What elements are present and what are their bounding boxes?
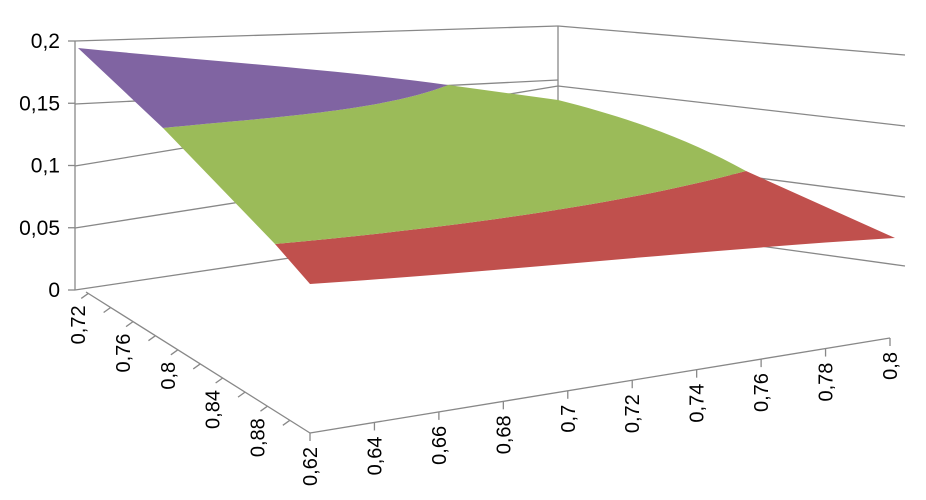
z-tick-label: 0,1 — [31, 155, 60, 178]
surface-band-0.05-0.15 — [163, 85, 746, 244]
x-tick-label: 0,62 — [300, 447, 322, 486]
y-tick-label: 0,88 — [247, 418, 269, 457]
x-axis-line — [309, 337, 891, 434]
y-tick-label: 0,72 — [68, 305, 90, 344]
y-minor-tick — [148, 335, 156, 342]
z-tick-label: 0,15 — [19, 92, 60, 115]
y-minor-tick — [237, 391, 246, 398]
surface-band-0.15-0.2 — [78, 48, 448, 128]
gridline-right-0.2 — [557, 25, 906, 56]
z-tick-label: 0,05 — [19, 217, 60, 240]
x-tick-label: 0,76 — [751, 373, 773, 412]
y-minor-tick — [282, 419, 291, 426]
x-tick-label: 0,72 — [622, 394, 644, 433]
y-tick — [80, 292, 89, 299]
y-tick — [125, 321, 134, 328]
x-tick-label: 0,78 — [816, 363, 838, 402]
x-tick-label: 0,66 — [429, 426, 451, 465]
y-minor-tick — [192, 363, 201, 370]
z-tick-label: 0,2 — [31, 30, 60, 53]
y-tick-label: 0,76 — [113, 334, 135, 373]
gridline-right-0.1 — [557, 85, 906, 127]
x-tick-label: 0,74 — [687, 384, 709, 423]
y-tick — [215, 377, 224, 384]
y-tick-label: 0,84 — [203, 390, 225, 429]
x-tick-label: 0,64 — [364, 436, 386, 475]
y-tick-label: 0,8 — [158, 362, 180, 390]
z-tick-label: 0 — [48, 279, 60, 302]
y-minor-tick — [103, 306, 112, 314]
x-tick-label: 0,8 — [880, 352, 902, 380]
surface-plot — [78, 48, 895, 284]
gridline-z-0.2 — [74, 25, 559, 42]
y-tick — [170, 349, 179, 356]
y-tick — [260, 405, 268, 412]
y-axis-line — [85, 291, 311, 434]
surface-band-0-0.05 — [275, 171, 895, 284]
x-tick-label: 0,7 — [558, 405, 580, 433]
x-tick-label: 0,68 — [493, 415, 515, 454]
